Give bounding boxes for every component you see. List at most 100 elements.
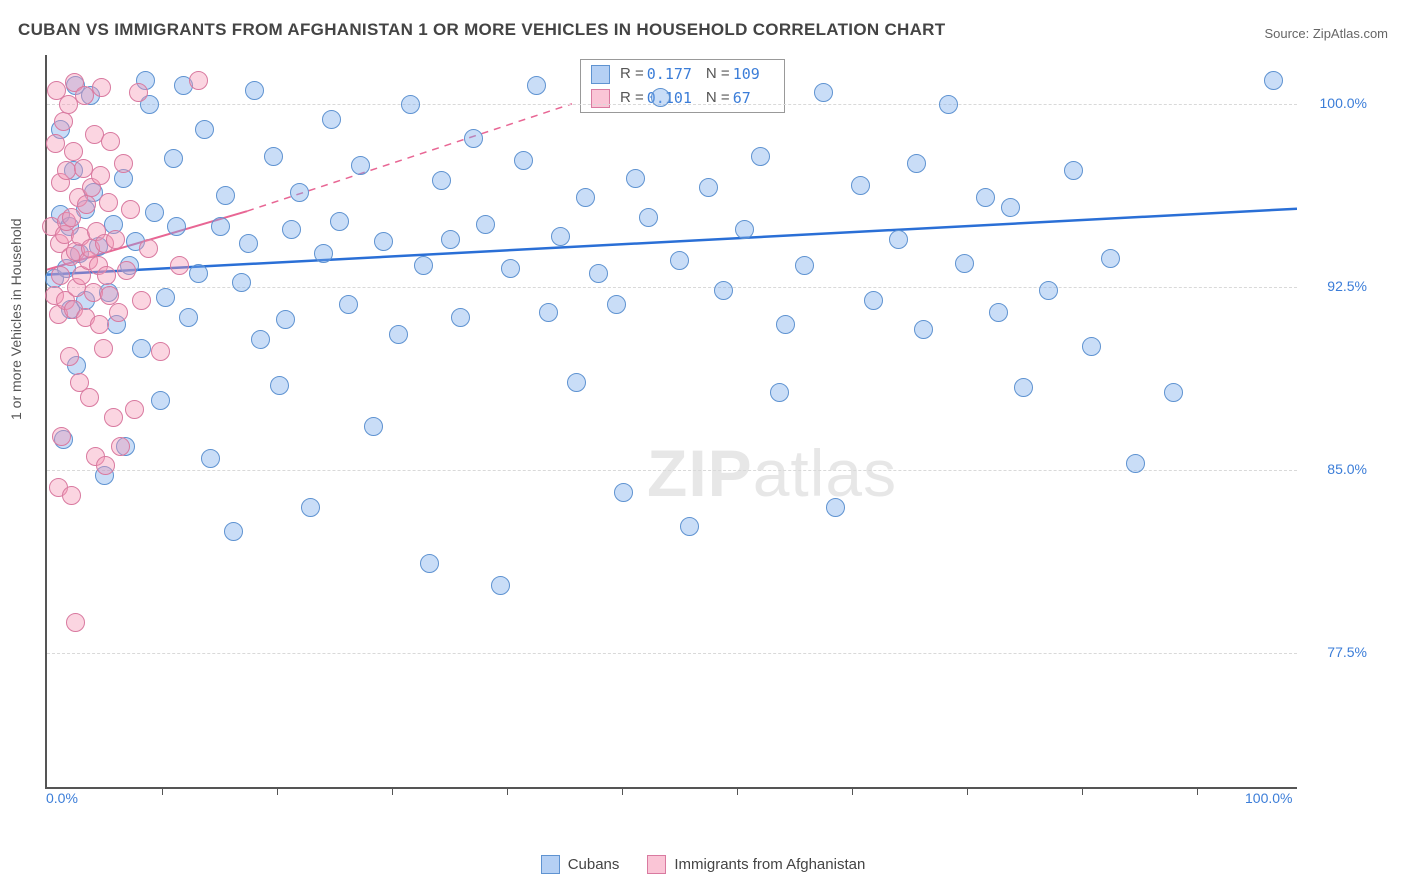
data-point — [121, 200, 140, 219]
data-point — [314, 244, 333, 263]
data-point — [770, 383, 789, 402]
legend-item: Immigrants from Afghanistan — [647, 855, 865, 874]
data-point — [106, 230, 125, 249]
data-point — [62, 486, 81, 505]
data-point — [939, 95, 958, 114]
data-point — [1001, 198, 1020, 217]
data-point — [101, 132, 120, 151]
y-gridline — [47, 653, 1297, 654]
data-point — [282, 220, 301, 239]
data-point — [66, 613, 85, 632]
data-point — [1082, 337, 1101, 356]
data-point — [75, 86, 94, 105]
data-point — [1039, 281, 1058, 300]
chart-title: CUBAN VS IMMIGRANTS FROM AFGHANISTAN 1 O… — [18, 20, 945, 40]
data-point — [1064, 161, 1083, 180]
data-point — [907, 154, 926, 173]
data-point — [374, 232, 393, 251]
data-point — [576, 188, 595, 207]
data-point — [46, 134, 65, 153]
y-tick-label: 100.0% — [1307, 95, 1367, 111]
data-point — [955, 254, 974, 273]
data-point — [91, 166, 110, 185]
data-point — [104, 408, 123, 427]
data-point — [1264, 71, 1283, 90]
data-point — [776, 315, 795, 334]
data-point — [814, 83, 833, 102]
data-point — [114, 154, 133, 173]
x-tick-label: 100.0% — [1245, 790, 1292, 806]
data-point — [420, 554, 439, 573]
stats-row: R =0.101N = 67 — [581, 86, 784, 110]
data-point — [795, 256, 814, 275]
data-point — [170, 256, 189, 275]
data-point — [1126, 454, 1145, 473]
y-axis-label: 1 or more Vehicles in Household — [8, 218, 24, 420]
data-point — [151, 342, 170, 361]
scatter-plot-area: ZIPatlas R =0.177N =109R =0.101N = 67 77… — [45, 55, 1297, 789]
x-minor-tick — [277, 787, 278, 795]
data-point — [239, 234, 258, 253]
data-point — [414, 256, 433, 275]
data-point — [626, 169, 645, 188]
data-point — [826, 498, 845, 517]
data-point — [614, 483, 633, 502]
data-point — [276, 310, 295, 329]
data-point — [699, 178, 718, 197]
data-point — [145, 203, 164, 222]
correlation-stats-box: R =0.177N =109R =0.101N = 67 — [580, 59, 785, 113]
data-point — [60, 347, 79, 366]
data-point — [1101, 249, 1120, 268]
data-point — [245, 81, 264, 100]
legend-swatch — [541, 855, 560, 874]
data-point — [735, 220, 754, 239]
y-tick-label: 77.5% — [1307, 644, 1367, 660]
x-minor-tick — [1197, 787, 1198, 795]
data-point — [989, 303, 1008, 322]
data-point — [401, 95, 420, 114]
data-point — [514, 151, 533, 170]
data-point — [527, 76, 546, 95]
data-point — [164, 149, 183, 168]
y-gridline — [47, 470, 1297, 471]
data-point — [195, 120, 214, 139]
data-point — [80, 388, 99, 407]
data-point — [551, 227, 570, 246]
source-attribution: Source: ZipAtlas.com — [1264, 26, 1388, 41]
data-point — [301, 498, 320, 517]
x-minor-tick — [852, 787, 853, 795]
y-tick-label: 85.0% — [1307, 461, 1367, 477]
data-point — [714, 281, 733, 300]
x-minor-tick — [162, 787, 163, 795]
data-point — [90, 315, 109, 334]
data-point — [125, 400, 144, 419]
data-point — [864, 291, 883, 310]
data-point — [211, 217, 230, 236]
data-point — [539, 303, 558, 322]
data-point — [1014, 378, 1033, 397]
watermark: ZIPatlas — [647, 435, 897, 511]
data-point — [322, 110, 341, 129]
data-point — [189, 264, 208, 283]
data-point — [501, 259, 520, 278]
data-point — [97, 266, 116, 285]
data-point — [132, 291, 151, 310]
data-point — [607, 295, 626, 314]
data-point — [251, 330, 270, 349]
y-tick-label: 92.5% — [1307, 278, 1367, 294]
data-point — [476, 215, 495, 234]
data-point — [132, 339, 151, 358]
x-minor-tick — [737, 787, 738, 795]
legend: CubansImmigrants from Afghanistan — [0, 855, 1406, 878]
y-gridline — [47, 104, 1297, 105]
data-point — [680, 517, 699, 536]
data-point — [441, 230, 460, 249]
data-point — [976, 188, 995, 207]
data-point — [156, 288, 175, 307]
data-point — [151, 391, 170, 410]
x-tick-label: 0.0% — [46, 790, 78, 806]
data-point — [92, 78, 111, 97]
data-point — [451, 308, 470, 327]
data-point — [751, 147, 770, 166]
stats-row: R =0.177N =109 — [581, 62, 784, 86]
